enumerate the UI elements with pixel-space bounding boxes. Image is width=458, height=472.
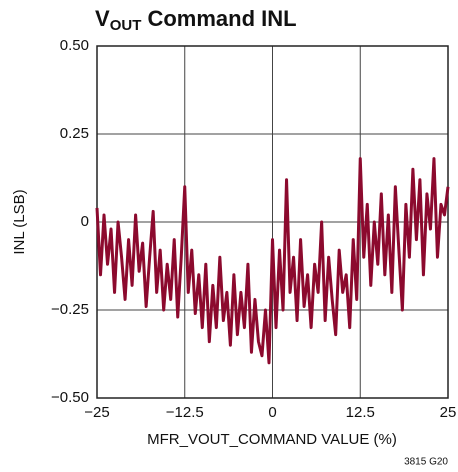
y-tick-label: 0.25: [60, 125, 89, 142]
title-main: V: [95, 6, 110, 31]
y-tick-label: 0.50: [60, 37, 89, 54]
x-tick-label: 12.5: [346, 404, 375, 421]
y-tick-label: −0.25: [51, 301, 89, 318]
y-tick-label: −0.50: [51, 389, 89, 406]
y-tick-label: 0: [81, 213, 89, 230]
x-tick-label: 0: [268, 404, 276, 421]
figure-note: 3815 G20: [404, 457, 448, 468]
x-tick-label: −12.5: [166, 404, 204, 421]
x-axis-label: MFR_VOUT_COMMAND VALUE (%): [147, 431, 397, 448]
data-line: [95, 157, 450, 365]
chart-title: VOUT Command INL: [95, 6, 297, 34]
y-axis-label: INL (LSB): [11, 189, 28, 254]
title-sub: OUT: [110, 17, 142, 34]
title-rest: Command INL: [141, 6, 296, 31]
x-tick-label: −25: [84, 404, 109, 421]
x-tick-label: 25: [440, 404, 457, 421]
